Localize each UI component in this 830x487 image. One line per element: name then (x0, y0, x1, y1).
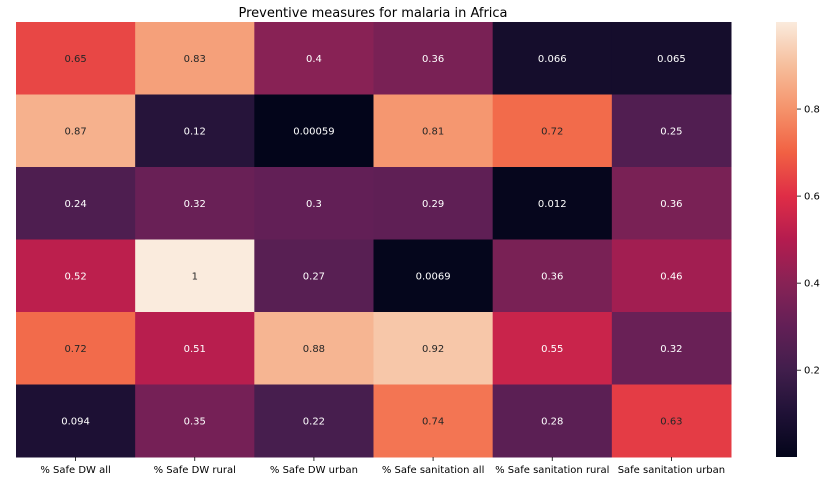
heatmap-cell (373, 94, 494, 168)
heatmap-cell (373, 239, 494, 313)
heatmap-cell-label: 0.72 (64, 344, 86, 355)
heatmap-cell (135, 94, 255, 168)
x-tick-label: % Safe sanitation rural (495, 465, 609, 476)
heatmap-cell (492, 167, 613, 240)
heatmap-cell-label: 0.55 (541, 344, 563, 355)
heatmap-cell-label: 0.4 (306, 54, 322, 65)
heatmap-cell-label: 0.12 (184, 126, 206, 137)
heatmap-cell-label: 0.88 (303, 344, 325, 355)
colorbar-tick-label: 0.6 (804, 192, 820, 203)
heatmap-cell-label: 0.32 (660, 344, 682, 355)
heatmap-cell-label: 0.92 (422, 344, 444, 355)
heatmap-cell-label: 0.46 (660, 271, 682, 282)
heatmap-cell-label: 0.36 (541, 271, 563, 282)
x-tick-label: % Safe DW rural (154, 465, 236, 476)
heatmap-cell-label: 0.29 (422, 199, 444, 210)
heatmap-cell (611, 22, 732, 95)
heatmap-cell-label: 0.87 (64, 126, 86, 137)
heatmap-cell-label: 0.72 (541, 126, 563, 137)
heatmap-cell (373, 312, 494, 385)
heatmap-cell (492, 22, 613, 95)
heatmap-cell (373, 384, 494, 458)
heatmap-cell-label: 0.81 (422, 126, 444, 137)
heatmap-cell (254, 94, 374, 168)
heatmap-cell (16, 384, 136, 458)
heatmap-cell (611, 312, 732, 385)
heatmap-cell (254, 167, 374, 240)
x-tick-label: Safe sanitation urban (618, 465, 725, 476)
heatmap-cell-label: 1 (192, 271, 198, 282)
heatmap-cell (373, 167, 494, 240)
heatmap-cells (16, 22, 732, 458)
heatmap-cell (254, 239, 374, 313)
x-tick-label: % Safe sanitation all (382, 465, 485, 476)
heatmap-cell-label: 0.28 (541, 416, 563, 427)
heatmap-cell (611, 167, 732, 240)
heatmap-cell-label: 0.094 (61, 416, 90, 427)
heatmap-cell-label: 0.3 (306, 199, 322, 210)
heatmap-cell (135, 167, 255, 240)
heatmap-cell-label: 0.0069 (416, 271, 451, 282)
x-tick-label: % Safe DW all (40, 465, 110, 476)
heatmap-cell-label: 0.36 (422, 54, 444, 65)
heatmap-cell (492, 94, 613, 168)
heatmap-cell (16, 239, 136, 313)
heatmap-cell-label: 0.63 (660, 416, 682, 427)
heatmap-cell (135, 239, 255, 313)
heatmap-cell-label: 0.066 (538, 54, 567, 65)
heatmap-cell (492, 384, 613, 458)
colorbar (776, 22, 797, 457)
colorbar-gradient (776, 22, 797, 457)
heatmap-cell-label: 0.52 (64, 271, 86, 282)
heatmap-cell-label: 0.22 (303, 416, 325, 427)
heatmap-cell (254, 384, 374, 458)
heatmap-cell (373, 22, 494, 95)
heatmap-cell (254, 312, 374, 385)
heatmap-cell-label: 0.36 (660, 199, 682, 210)
heatmap-cell (135, 384, 255, 458)
heatmap-cell (135, 312, 255, 385)
heatmap-cell-label: 0.83 (184, 54, 206, 65)
heatmap-cell (492, 312, 613, 385)
colorbar-tick-label: 0.2 (804, 366, 820, 377)
heatmap-cell-label: 0.35 (184, 416, 206, 427)
heatmap-cell-label: 0.00059 (293, 126, 334, 137)
heatmap-cell-labels: 0.65 0.83 0.4 0.36 0.066 0.065 0.87 0.12 0.00059… (61, 54, 685, 428)
chart-title: Preventive measures for malaria in Afric… (238, 6, 507, 21)
colorbar-axis: 0.2 0.4 0.6 0.8 (797, 105, 820, 377)
heatmap-cell (135, 22, 255, 95)
heatmap-cell-label: 0.24 (64, 199, 86, 210)
heatmap-cell (611, 384, 732, 458)
x-axis: % Safe DW all % Safe DW rural % Safe DW ur… (40, 457, 725, 476)
heatmap-cell (16, 22, 136, 95)
heatmap-cell-label: 0.32 (184, 199, 206, 210)
heatmap-cell (492, 239, 613, 313)
heatmap-cell-label: 0.012 (538, 199, 567, 210)
colorbar-tick-label: 0.4 (804, 279, 820, 290)
x-tick-label: % Safe DW urban (270, 465, 358, 476)
heatmap-cell (611, 239, 732, 313)
heatmap-cell-label: 0.27 (303, 271, 325, 282)
heatmap-cell (16, 167, 136, 240)
heatmap-cell (16, 312, 136, 385)
heatmap-cell (254, 22, 374, 95)
heatmap-cell-label: 0.51 (184, 344, 206, 355)
colorbar-tick-label: 0.8 (804, 105, 820, 116)
heatmap-cell-label: 0.65 (64, 54, 86, 65)
heatmap-cell-label: 0.74 (422, 416, 444, 427)
heatmap-cell-label: 0.065 (657, 54, 686, 65)
heatmap-cell (611, 94, 732, 168)
heatmap-cell (16, 94, 136, 168)
heatmap-cell-label: 0.25 (660, 126, 682, 137)
